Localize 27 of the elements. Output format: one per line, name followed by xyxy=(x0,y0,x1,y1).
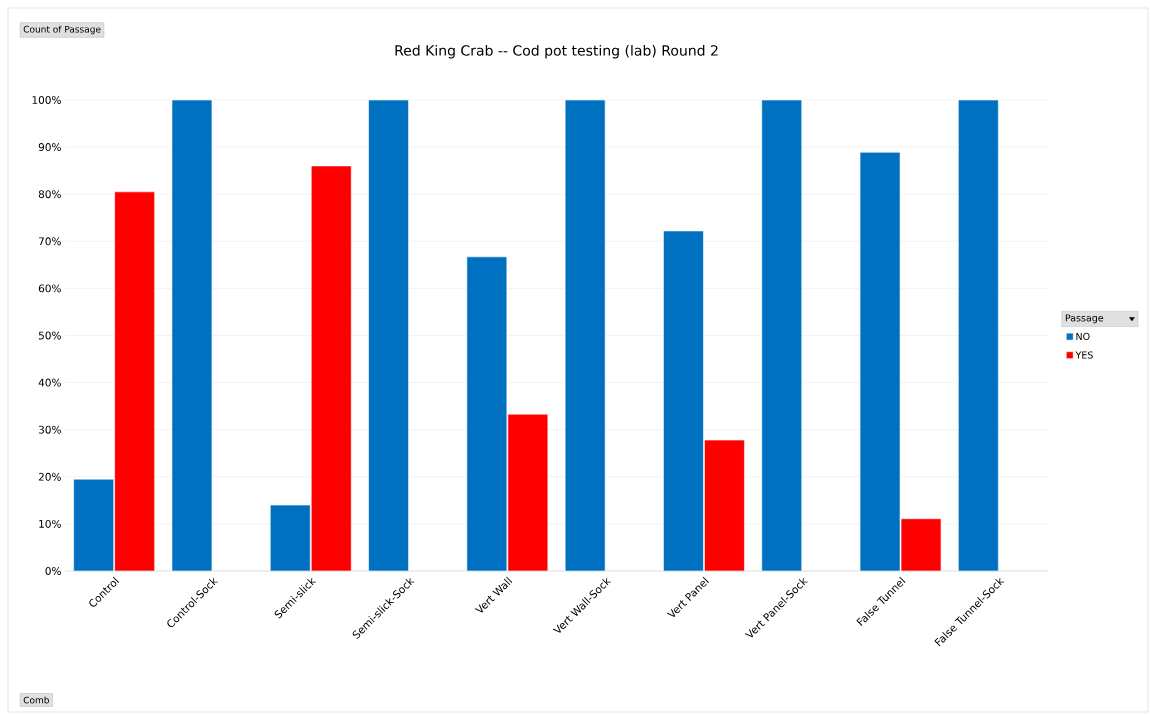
bar xyxy=(761,99,803,571)
chart-title: Red King Crab -- Cod pot testing (lab) Round 2 xyxy=(395,44,718,59)
bar xyxy=(507,413,549,571)
bar xyxy=(704,439,745,571)
bar xyxy=(564,99,606,571)
y-tick-label: 50% xyxy=(38,331,61,340)
y-tick-label: 60% xyxy=(38,284,61,293)
bar xyxy=(958,99,999,571)
y-tick-label: 10% xyxy=(39,519,61,528)
y-tick-label: 90% xyxy=(38,143,61,152)
bar xyxy=(114,191,155,571)
y-tick-label: 40% xyxy=(38,378,61,387)
y-tick-label: 80% xyxy=(38,190,61,199)
y-tick-label: 20% xyxy=(38,472,61,481)
text: Comb xyxy=(23,696,49,704)
legend-title: Passage xyxy=(1065,314,1104,324)
y-tick-label: 30% xyxy=(38,425,61,434)
legend-label: YES xyxy=(1075,351,1093,359)
legend-label: NO xyxy=(1076,332,1090,341)
y-tick-label: 70% xyxy=(38,237,61,246)
text: Count of Passage xyxy=(23,25,101,35)
bar xyxy=(310,165,352,571)
y-tick-label: 0% xyxy=(45,567,61,575)
bar xyxy=(900,518,942,571)
bar xyxy=(368,99,409,571)
bar xyxy=(171,99,213,571)
y-tick-label: 100% xyxy=(32,96,61,104)
